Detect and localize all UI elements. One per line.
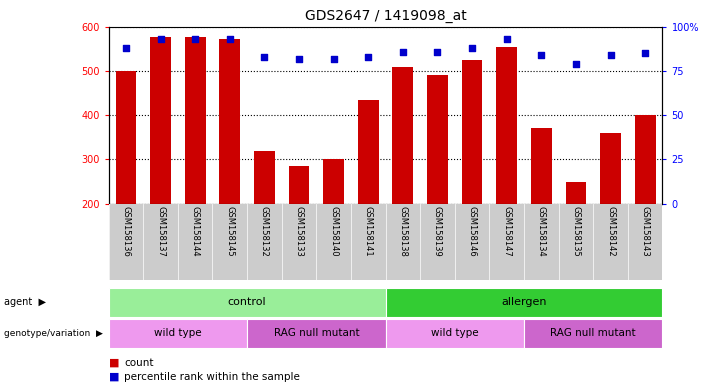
Bar <box>185 38 205 204</box>
Point <box>362 54 374 60</box>
Text: GSM158132: GSM158132 <box>260 206 269 257</box>
Bar <box>116 71 137 204</box>
Text: GSM158140: GSM158140 <box>329 206 338 257</box>
Bar <box>289 166 309 204</box>
Text: GSM158134: GSM158134 <box>537 206 546 257</box>
Text: GSM158133: GSM158133 <box>294 206 304 257</box>
Bar <box>524 319 662 348</box>
Point <box>189 36 200 42</box>
Text: GSM158145: GSM158145 <box>225 206 234 257</box>
Text: GSM158147: GSM158147 <box>502 206 511 257</box>
Bar <box>600 133 621 204</box>
Text: ■: ■ <box>109 372 119 382</box>
Text: GSM158136: GSM158136 <box>121 206 130 257</box>
Text: wild type: wild type <box>154 328 202 338</box>
Bar <box>386 288 662 317</box>
Text: wild type: wild type <box>431 328 479 338</box>
Point <box>536 52 547 58</box>
Text: GSM158146: GSM158146 <box>468 206 477 257</box>
Bar <box>566 182 586 204</box>
Bar <box>323 159 344 204</box>
Text: GSM158141: GSM158141 <box>364 206 373 257</box>
Text: GSM158144: GSM158144 <box>191 206 200 257</box>
Text: allergen: allergen <box>501 297 547 308</box>
Text: RAG null mutant: RAG null mutant <box>273 328 359 338</box>
Bar <box>150 38 171 204</box>
Bar <box>247 319 386 348</box>
Point <box>328 56 339 62</box>
Text: GSM158143: GSM158143 <box>641 206 650 257</box>
Text: genotype/variation  ▶: genotype/variation ▶ <box>4 329 102 338</box>
Point <box>294 56 305 62</box>
Text: control: control <box>228 297 266 308</box>
Bar <box>219 39 240 204</box>
Text: RAG null mutant: RAG null mutant <box>550 328 636 338</box>
Point <box>224 36 236 42</box>
Bar <box>531 128 552 204</box>
Point <box>639 50 651 56</box>
Point <box>432 48 443 55</box>
Bar <box>496 47 517 204</box>
Text: GSM158139: GSM158139 <box>433 206 442 257</box>
Point <box>397 48 409 55</box>
Text: GSM158137: GSM158137 <box>156 206 165 257</box>
Point <box>466 45 477 51</box>
Text: ■: ■ <box>109 358 119 368</box>
Bar <box>393 67 414 204</box>
Point <box>155 36 166 42</box>
Text: percentile rank within the sample: percentile rank within the sample <box>124 372 300 382</box>
Point <box>571 61 582 67</box>
Text: GSM158138: GSM158138 <box>398 206 407 257</box>
Bar <box>427 76 448 204</box>
Text: GSM158142: GSM158142 <box>606 206 615 257</box>
Title: GDS2647 / 1419098_at: GDS2647 / 1419098_at <box>305 9 466 23</box>
Bar <box>358 100 379 204</box>
Bar <box>462 60 482 204</box>
Point <box>259 54 270 60</box>
Text: GSM158135: GSM158135 <box>571 206 580 257</box>
Text: count: count <box>124 358 154 368</box>
Point <box>501 36 512 42</box>
Point <box>121 45 132 51</box>
Bar <box>109 319 247 348</box>
Bar <box>254 151 275 204</box>
Point <box>605 52 616 58</box>
Bar <box>635 115 655 204</box>
Text: agent  ▶: agent ▶ <box>4 297 46 308</box>
Bar <box>386 319 524 348</box>
Bar <box>109 288 386 317</box>
